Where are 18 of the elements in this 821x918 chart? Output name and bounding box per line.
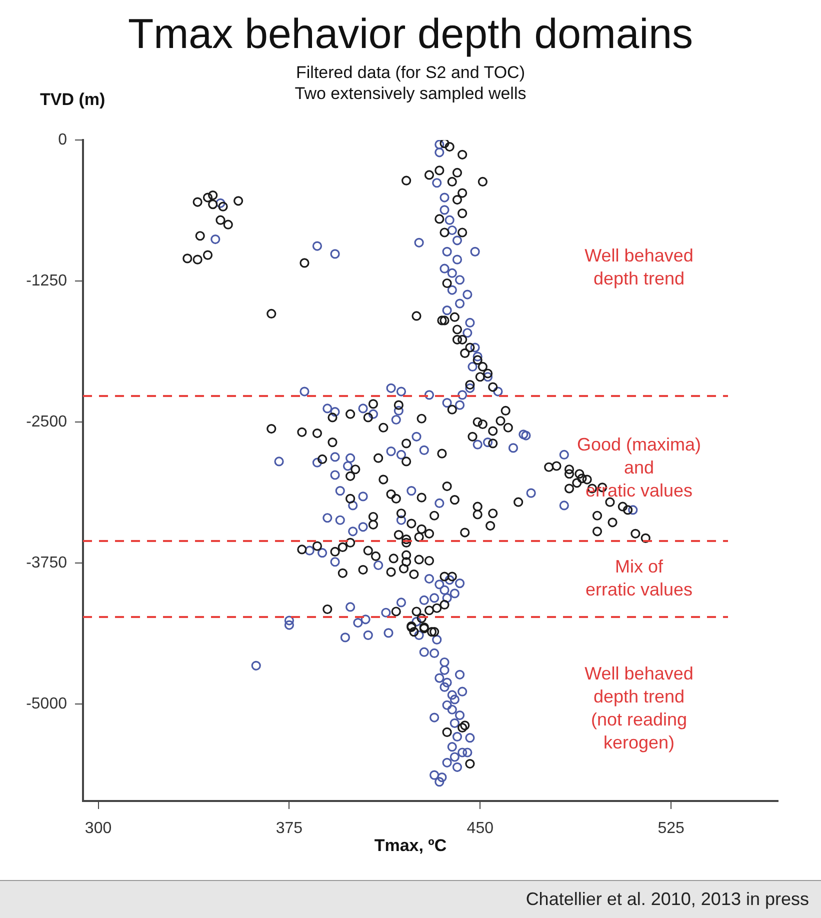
y-tick-label: -2500	[26, 413, 68, 430]
text: Chatellier et al. 2010, 2013 in press	[526, 889, 809, 910]
chart-subtitle: Filtered data (for S2 and TOC) Two extensively sampled wells	[294, 63, 526, 103]
annotation: Well behaved depth trend	[584, 245, 694, 288]
x-tick-label: 450	[466, 820, 494, 838]
chart-title: Tmax behavior depth domains	[127, 10, 694, 58]
annotation: Mix of erratic values	[585, 556, 693, 600]
annotation: Well behaved depth trend (not reading kerogen)	[584, 663, 694, 752]
y-tick-label: -5000	[26, 695, 68, 712]
annotation: Good (maxima) and erratic values	[576, 434, 702, 500]
x-axis-title: Tmax, ºC	[373, 836, 448, 856]
y-tick-label: -3750	[26, 554, 68, 572]
y-axis-title: TVD (m)	[40, 90, 106, 110]
x-tick-label: 525	[658, 820, 685, 838]
y-tick-label: -1250	[26, 272, 68, 290]
y-tick-label: 0	[58, 131, 68, 148]
x-tick-label: 300	[84, 820, 112, 838]
x-tick-label: 375	[276, 820, 303, 838]
